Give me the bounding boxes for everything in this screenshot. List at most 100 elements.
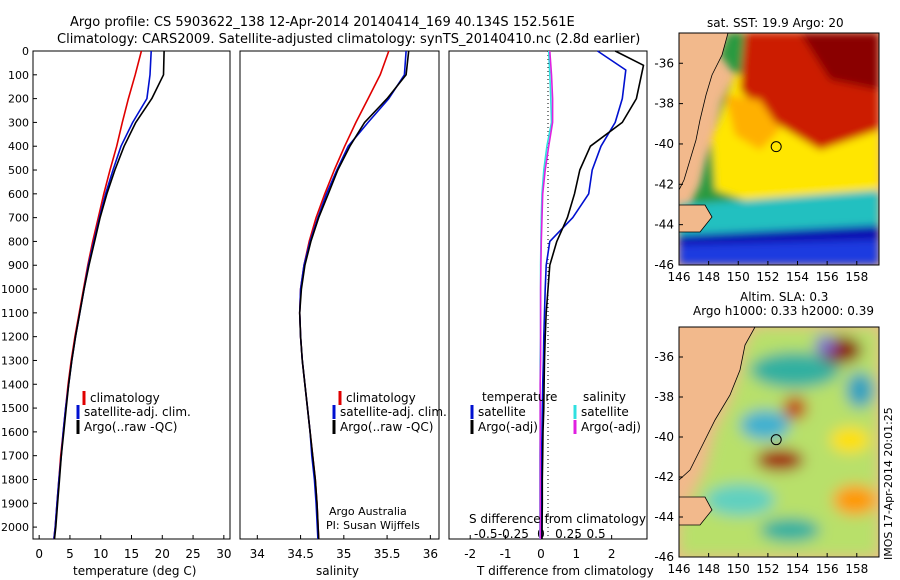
legend-label-satellite: satellite-adj. clim. xyxy=(340,405,447,419)
legend-label-satellite: satellite-adj. clim. xyxy=(84,405,191,419)
salinity-axes-frame xyxy=(239,50,440,540)
t-difference-xlabel: T difference from climatology xyxy=(476,564,654,578)
sst-tasmania xyxy=(679,204,713,233)
series-argo-raw-qc- xyxy=(53,50,165,540)
sst-map: sat. SST: 19.9 Argo: 20 146 148 150 152 154 1… xyxy=(654,16,880,284)
map-y-tick-label: -44 xyxy=(654,510,674,524)
temperature-legend: climatology satellite-adj. clim. Argo(..… xyxy=(76,391,191,434)
x-tick-label: 2 xyxy=(608,547,616,561)
sla-coastline xyxy=(679,327,755,480)
map-x-tick-label: 150 xyxy=(727,270,750,284)
depth-tick-label: 300 xyxy=(8,116,29,129)
temperature-series xyxy=(53,50,165,540)
salinity-series xyxy=(298,50,410,540)
sst-field xyxy=(679,33,879,265)
salinity-x-axis: 34 34.5 35 35.5 36 xyxy=(250,535,438,561)
map-x-tick-label: 154 xyxy=(786,562,809,576)
x-tick-label: 0 xyxy=(35,547,43,561)
series-temperature-satellite xyxy=(540,50,627,539)
sla-coast-line xyxy=(679,327,756,481)
map-x-tick-label: 148 xyxy=(697,270,720,284)
difference-legend: temperature satellite Argo(-adj) salinit… xyxy=(470,390,641,434)
header-line-2: Climatology: CARS2009. Satellite-adjuste… xyxy=(57,32,640,47)
sst-map-title: sat. SST: 19.9 Argo: 20 xyxy=(707,16,844,30)
legend-label-climatology: climatology xyxy=(90,391,160,405)
sla-map-title: Altim. SLA: 0.3 xyxy=(740,290,828,304)
x-tick-label: 36 xyxy=(423,547,438,561)
temperature-xlabel: temperature (deg C) xyxy=(73,564,196,578)
series-salinity-argo-adj- xyxy=(539,50,554,539)
x-tick-label: 25 xyxy=(185,547,200,561)
legend-label-argo: Argo(..raw -QC) xyxy=(84,420,177,434)
map-x-tick-label: 158 xyxy=(845,270,868,284)
x-tick-label: 35 xyxy=(336,547,351,561)
depth-tick-label: 1000 xyxy=(1,283,29,296)
x-tick-label: 5 xyxy=(66,547,74,561)
sla-argo-position-marker xyxy=(770,434,782,446)
x-tick-label: 34.5 xyxy=(287,547,314,561)
s-tick-label: -0.5 xyxy=(474,527,497,541)
sla-map-subtitle: Argo h1000: 0.33 h2000: 0.39 xyxy=(693,304,874,318)
depth-tick-label: 1400 xyxy=(1,378,29,391)
sst-argo-position-marker xyxy=(770,141,782,153)
legend-label-t-satellite: satellite xyxy=(478,405,526,419)
x-tick-label: 20 xyxy=(155,547,170,561)
legend-label-climatology: climatology xyxy=(346,391,416,405)
depth-tick-label: 1500 xyxy=(1,402,29,415)
sst-map-axes: 146 148 150 152 154 156 158 -36 -38 -40 -42 -44 -46 xyxy=(654,56,868,284)
salinity-panel: 34 34.5 35 35.5 36 salinity climatology sate… xyxy=(239,50,447,578)
series-satellite-adj-clim- xyxy=(53,50,152,540)
x-tick-label: 30 xyxy=(216,547,231,561)
header-line-1: Argo profile: CS 5903622_138 12-Apr-2014… xyxy=(70,15,575,30)
map-x-tick-label: 152 xyxy=(756,562,779,576)
map-x-tick-label: 146 xyxy=(668,562,691,576)
x-tick-label: 34 xyxy=(250,547,265,561)
depth-tick-label: 1600 xyxy=(1,426,29,439)
difference-panel: -2 -1 0 1 2 -0.5 -0.25 0 0.25 0.5 T difference f… xyxy=(448,50,654,578)
map-y-tick-label: -46 xyxy=(654,258,674,272)
s-tick-label: 0.25 xyxy=(555,527,582,541)
sla-tasmania xyxy=(679,496,713,526)
s-tick-label: 0.5 xyxy=(587,527,606,541)
x-tick-label: 1 xyxy=(572,547,580,561)
map-x-tick-label: 152 xyxy=(756,270,779,284)
map-y-tick-label: -36 xyxy=(654,56,674,70)
imos-timestamp: IMOS 17-Apr-2014 20:01:25 xyxy=(882,407,895,560)
map-y-tick-label: -42 xyxy=(654,177,674,191)
x-tick-label: 15 xyxy=(124,547,139,561)
depth-tick-label: 1100 xyxy=(1,307,29,320)
depth-tick-label: 100 xyxy=(8,69,29,82)
map-y-tick-label: -38 xyxy=(654,97,674,111)
depth-tick-label: 1800 xyxy=(1,473,29,486)
map-y-tick-label: -38 xyxy=(654,390,674,404)
map-y-tick-label: -36 xyxy=(654,350,674,364)
sst-map-frame xyxy=(678,32,880,266)
depth-tick-label: 0 xyxy=(22,45,29,58)
depth-tick-label: 600 xyxy=(8,188,29,201)
temperature-x-axis: 0 5 10 15 20 25 30 xyxy=(35,535,231,561)
depth-tick-label: 400 xyxy=(8,140,29,153)
map-x-tick-label: 158 xyxy=(845,562,868,576)
legend-title-salinity: salinity xyxy=(583,390,626,404)
temperature-panel: 0100200300400500600700800900100011001200… xyxy=(1,45,231,578)
map-x-tick-label: 154 xyxy=(786,270,809,284)
depth-tick-label: 2000 xyxy=(1,521,29,534)
depth-tick-label: 1200 xyxy=(1,331,29,344)
series-argo-raw-qc- xyxy=(298,50,410,540)
map-y-tick-label: -40 xyxy=(654,137,674,151)
s-tick-label: -0.25 xyxy=(498,527,529,541)
sla-field xyxy=(679,327,879,557)
x-tick-label: 0 xyxy=(537,547,545,561)
annotation-program: Argo Australia xyxy=(329,505,407,518)
map-x-tick-label: 146 xyxy=(668,270,691,284)
annotation-pi: PI: Susan Wijffels xyxy=(326,519,420,532)
depth-tick-label: 700 xyxy=(8,212,29,225)
sla-map-axes: 146 148 150 152 154 156 158 -36 -38 -40 -42 -44 -46 xyxy=(654,350,868,576)
depth-tick-label: 1700 xyxy=(1,450,29,463)
legend-label-t-argo: Argo(-adj) xyxy=(478,420,538,434)
salinity-legend: climatology satellite-adj. clim. Argo(..… xyxy=(332,391,447,434)
map-y-tick-label: -46 xyxy=(654,550,674,564)
legend-title-temperature: temperature xyxy=(482,390,557,404)
depth-tick-label: 200 xyxy=(8,93,29,106)
